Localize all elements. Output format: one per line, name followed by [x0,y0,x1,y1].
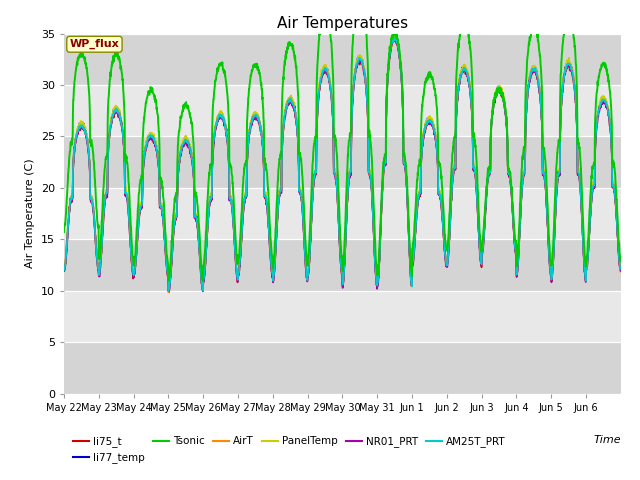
Legend: li75_t, li77_temp, Tsonic, AirT, PanelTemp, NR01_PRT, AM25T_PRT: li75_t, li77_temp, Tsonic, AirT, PanelTe… [69,432,509,468]
Title: Air Temperatures: Air Temperatures [277,16,408,31]
Bar [64,240,621,291]
Bar [64,85,621,136]
Bar [64,291,621,342]
Bar [64,136,621,188]
Bar [64,34,621,85]
Text: WP_flux: WP_flux [70,39,119,49]
Y-axis label: Air Temperature (C): Air Temperature (C) [26,159,35,268]
Text: Time: Time [593,435,621,445]
Bar [64,342,621,394]
Bar [64,188,621,240]
